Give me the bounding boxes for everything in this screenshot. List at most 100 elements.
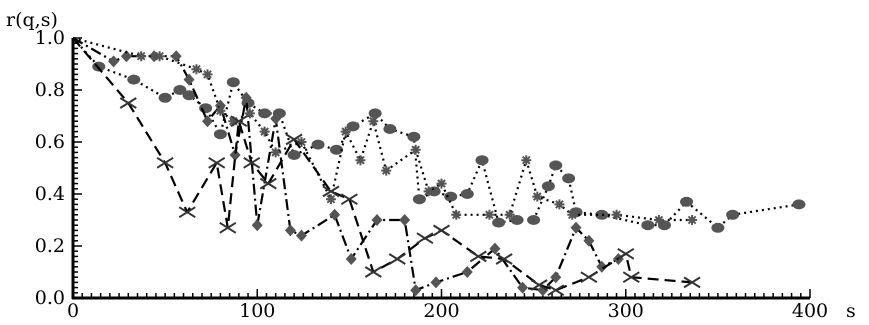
- data-point-circle: [258, 108, 272, 119]
- y-tick-label: 0.4: [35, 183, 65, 205]
- axes: 0 100 200 300 400 0.0 0.2 0.4 0.6 0.8 1.0: [35, 27, 828, 322]
- data-point-circle: [460, 189, 474, 199]
- data-point-diamond: [410, 284, 422, 297]
- data-point-cross: [469, 250, 487, 263]
- data-point-circle: [492, 217, 506, 228]
- data-point-asterisk: [381, 165, 392, 176]
- data-point-circle: [287, 150, 301, 160]
- data-point-circle: [510, 215, 524, 225]
- data-point-asterisk: [259, 126, 270, 137]
- series-circle: [72, 37, 806, 233]
- data-point-cross: [622, 271, 640, 284]
- data-point-diamond: [251, 219, 263, 232]
- x-tick-label: 200: [423, 300, 459, 320]
- data-point-cross: [364, 266, 382, 278]
- data-point-cross: [259, 177, 277, 190]
- data-point-diamond: [108, 55, 120, 68]
- data-point-diamond: [399, 214, 411, 226]
- data-point-circle: [412, 194, 426, 205]
- data-point-asterisk: [554, 199, 565, 210]
- data-point-diamond: [120, 50, 132, 63]
- data-point-circle: [182, 90, 196, 101]
- data-point-circle: [792, 199, 806, 210]
- data-point-asterisk: [202, 69, 213, 80]
- data-point-diamond: [183, 73, 195, 86]
- data-point-asterisk: [228, 116, 239, 127]
- series-line-asterisk: [72, 36, 693, 222]
- data-point-diamond: [583, 234, 595, 247]
- data-point-cross: [230, 115, 248, 128]
- data-point-circle: [158, 92, 172, 103]
- data-point-asterisk: [451, 209, 462, 220]
- data-point-diamond: [461, 266, 473, 278]
- data-point-asterisk: [436, 178, 447, 189]
- data-point-asterisk: [567, 209, 578, 220]
- data-point-circle: [726, 209, 740, 220]
- data-point-circle: [213, 129, 227, 140]
- data-point-asterisk: [215, 105, 226, 116]
- data-point-asterisk: [270, 147, 281, 158]
- y-tick-label: 0.2: [35, 235, 65, 257]
- data-point-circle: [407, 131, 421, 142]
- y-tick-label: 0.0: [35, 287, 65, 309]
- data-point-circle: [383, 124, 397, 134]
- data-point-circle: [595, 209, 609, 220]
- data-point-diamond: [295, 229, 307, 242]
- data-point-cross: [416, 232, 434, 245]
- series-line-cross: [72, 37, 693, 292]
- data-point-circle: [680, 196, 694, 207]
- data-point-circle: [711, 222, 725, 233]
- data-point-circle: [311, 139, 325, 150]
- data-point-circle: [127, 74, 141, 85]
- data-point-circle: [562, 173, 576, 184]
- data-point-asterisk: [484, 209, 495, 220]
- data-point-diamond: [430, 276, 442, 289]
- data-point-asterisk: [154, 51, 165, 62]
- data-point-cross: [617, 247, 635, 260]
- x-tick-label: 100: [239, 300, 275, 320]
- data-point-cross: [547, 284, 565, 297]
- data-point-circle: [346, 121, 360, 132]
- x-tick-label: 0: [67, 300, 79, 320]
- data-point-cross: [156, 156, 174, 169]
- data-point-cross: [285, 133, 303, 146]
- data-point-asterisk: [611, 209, 622, 220]
- data-point-circle: [226, 77, 240, 88]
- data-point-diamond: [489, 242, 501, 255]
- data-point-diamond: [229, 149, 241, 161]
- data-point-circle: [173, 85, 187, 95]
- data-point-diamond: [202, 115, 214, 128]
- data-point-cross: [119, 97, 137, 109]
- data-point-diamond: [517, 281, 529, 294]
- series-diamond: [72, 37, 624, 297]
- data-point-diamond: [345, 253, 357, 265]
- series-layer: [72, 36, 806, 297]
- data-point-diamond: [270, 112, 282, 125]
- data-point-circle: [475, 155, 489, 166]
- data-point-diamond: [240, 91, 252, 104]
- data-point-asterisk: [244, 108, 255, 119]
- data-point-asterisk: [504, 209, 515, 220]
- data-point-asterisk: [355, 155, 366, 166]
- data-point-asterisk: [687, 215, 698, 225]
- y-tick-label: 0.6: [35, 131, 65, 153]
- x-axis-title: s: [846, 300, 856, 320]
- data-point-asterisk: [423, 186, 434, 197]
- data-point-cross: [388, 253, 406, 265]
- data-point-diamond: [329, 208, 341, 221]
- data-point-circle: [444, 191, 458, 202]
- data-point-cross: [495, 253, 513, 265]
- series-line-diamond: [72, 37, 619, 292]
- data-point-diamond: [570, 221, 582, 234]
- data-point-circle: [329, 144, 343, 155]
- data-point-cross: [243, 156, 261, 169]
- data-point-asterisk: [296, 137, 307, 147]
- y-tick-label: 1.0: [35, 27, 65, 49]
- data-point-asterisk: [532, 191, 543, 202]
- data-point-diamond: [596, 260, 608, 273]
- data-point-cross: [530, 279, 548, 291]
- data-point-asterisk: [410, 144, 421, 155]
- data-point-asterisk: [340, 126, 351, 137]
